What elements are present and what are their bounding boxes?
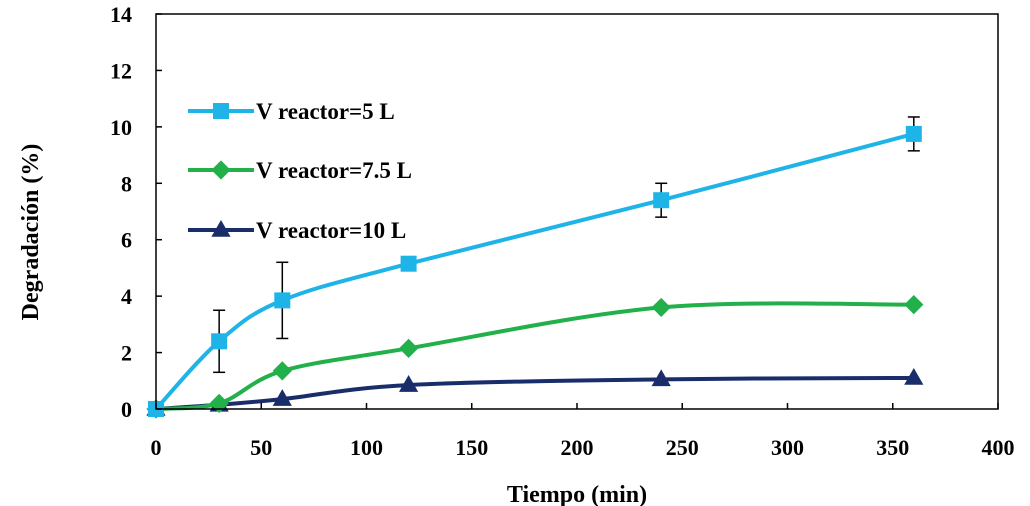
square-marker [905, 125, 922, 142]
x-tick-label: 100 [350, 435, 383, 460]
y-tick-label: 10 [110, 115, 132, 140]
legend: V reactor=5 L V reactor=7.5 L V reactor=10… [188, 99, 412, 243]
y-tick-label: 8 [121, 171, 132, 196]
y-axis-title: Degradación (%) [18, 144, 44, 321]
diamond-marker [651, 297, 671, 318]
triangle-marker [399, 375, 419, 392]
x-tick-label: 50 [250, 435, 272, 460]
series-line [155, 301, 914, 411]
diamond-marker [272, 361, 292, 381]
x-tick-label: 350 [876, 435, 909, 460]
y-tick-label: 14 [110, 2, 132, 27]
y-tick-label: 4 [121, 284, 132, 309]
x-tick-label: 300 [771, 435, 804, 460]
x-tick-label: 0 [151, 435, 162, 460]
legend-square-marker [213, 103, 229, 119]
diamond-marker [209, 393, 229, 413]
x-tick-label: 250 [666, 435, 699, 460]
square-marker [653, 192, 670, 209]
triangle-marker [904, 367, 924, 385]
legend-diamond-marker [211, 160, 231, 180]
legend-triangle-marker [211, 220, 231, 237]
y-tick-label: 2 [121, 341, 132, 366]
x-tick-label: 200 [561, 435, 594, 460]
triangle-marker [651, 369, 671, 387]
square-marker [400, 255, 417, 272]
series-line [155, 375, 914, 411]
diamond-marker [904, 295, 924, 315]
y-tick-label: 12 [110, 58, 132, 83]
x-axis-title: Tiempo (min) [507, 482, 647, 506]
plot-frame [155, 13, 999, 410]
x-tick-label: 400 [982, 435, 1015, 460]
square-marker [274, 292, 291, 309]
legend-label: V reactor=10 L [256, 218, 406, 243]
square-marker [211, 333, 228, 350]
x-tick-label: 150 [455, 435, 488, 460]
legend-label: V reactor=7.5 L [256, 158, 412, 183]
axes: 0 50 100 150 200 250 300 350 400 0 2 4 6 8 10 12 14 [110, 2, 1015, 460]
diamond-marker [399, 338, 419, 358]
legend-label: V reactor=5 L [256, 99, 395, 124]
y-tick-label: 6 [121, 228, 132, 253]
triangle-marker [272, 389, 292, 406]
y-tick-label: 0 [121, 397, 132, 422]
